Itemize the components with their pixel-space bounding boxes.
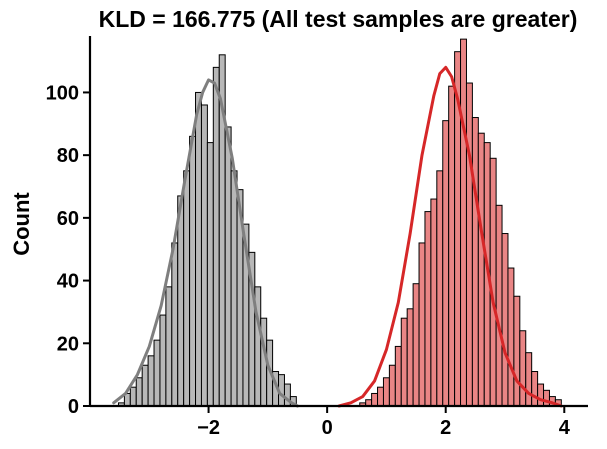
histogram-bar-series-2 (394, 345, 402, 407)
x-tick-label: 0 (322, 417, 333, 439)
y-tick-label: 80 (57, 145, 79, 167)
histogram-bar-series-1 (153, 339, 161, 407)
histogram-bar-series-2 (377, 386, 384, 407)
histogram-bar-series-2 (400, 317, 408, 407)
histogram-bar-series-2 (436, 170, 444, 407)
x-tick-label: 2 (440, 417, 451, 439)
histogram-bar-series-1 (195, 91, 202, 407)
histogram-bar-series-2 (471, 117, 479, 407)
histogram-bar-series-2 (537, 383, 545, 407)
histogram-bar-series-2 (442, 120, 450, 407)
histogram-bar-series-2 (430, 198, 438, 407)
histogram-bar-series-1 (200, 104, 208, 407)
histogram-bar-series-2 (460, 38, 467, 407)
kde-curve-series-2 (337, 65, 563, 408)
histogram-bar-series-2 (495, 204, 503, 407)
histogram-bar-series-2 (406, 308, 414, 407)
histogram-bar-series-2 (465, 82, 473, 407)
histogram-bar-series-1 (206, 142, 214, 407)
histogram-bar-series-2 (412, 283, 420, 407)
histogram-bar-series-2 (507, 267, 515, 407)
kde-curve-series-1 (112, 78, 299, 408)
histogram-bar-series-2 (543, 389, 550, 407)
histogram-bar-series-2 (371, 392, 379, 407)
histogram-bar-series-1 (129, 386, 137, 407)
histogram-bar-series-2 (388, 364, 396, 407)
histogram-bar-series-1 (171, 242, 179, 407)
bars-layer (117, 38, 562, 407)
histogram-bar-series-2 (519, 330, 527, 407)
x-tick-label: 4 (559, 417, 571, 439)
histogram-bar-series-1 (165, 286, 173, 407)
histogram-bar-series-1 (212, 66, 220, 407)
x-tick-label: −2 (197, 417, 220, 439)
histogram-bar-series-1 (141, 364, 149, 407)
histogram-bar-series-1 (230, 170, 238, 407)
kde-layer (112, 65, 563, 408)
axes-layer (88, 36, 588, 408)
histogram-bar-series-1 (224, 126, 232, 407)
histogram-bar-series-2 (477, 132, 485, 407)
y-tick-label: 100 (46, 82, 79, 104)
histogram-bar-series-2 (382, 377, 390, 407)
histogram-bar-series-1 (177, 195, 185, 407)
histogram-bar-series-2 (525, 352, 533, 407)
histogram-bar-series-1 (147, 355, 155, 407)
histogram-bar-series-2 (513, 295, 521, 407)
histogram-bar-series-1 (183, 170, 191, 407)
chart-title: KLD = 166.775 (All test samples are grea… (99, 6, 578, 32)
histogram-bar-series-2 (424, 211, 432, 407)
histogram-bar-series-2 (418, 242, 426, 407)
histogram-bar-series-2 (448, 85, 456, 407)
histogram-bar-series-1 (159, 314, 167, 407)
y-tick-label: 40 (57, 271, 79, 293)
y-tick-label: 20 (57, 333, 79, 355)
histogram-bar-series-2 (531, 371, 539, 407)
histogram-bar-series-2 (501, 233, 509, 407)
histogram-bar-series-1 (135, 377, 143, 407)
y-axis-label: Count (9, 192, 34, 256)
y-tick-label: 60 (57, 208, 79, 230)
histogram-bar-series-1 (189, 135, 197, 407)
y-tick-label: 0 (68, 396, 79, 418)
